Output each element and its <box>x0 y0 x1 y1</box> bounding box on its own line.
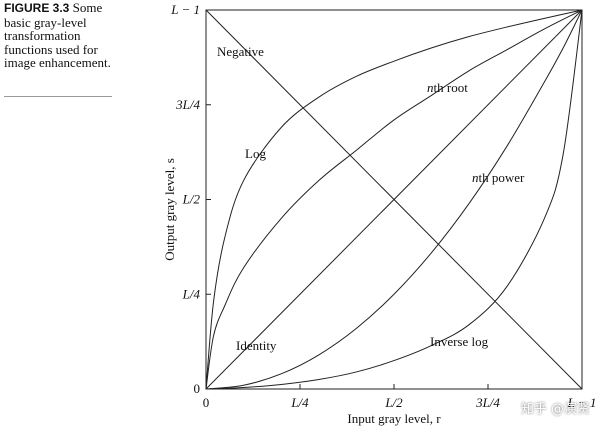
curve-nth-power <box>205 9 583 390</box>
caption-divider <box>4 96 112 97</box>
x-tick-label: 0 <box>203 395 210 410</box>
curve-log <box>205 9 583 390</box>
x-tick-label: L/4 <box>290 395 309 410</box>
y-tick-label: 3L/4 <box>175 97 200 112</box>
curve-label-negative: Negative <box>217 44 264 59</box>
figure-caption-text: Some basic gray-level transformation fun… <box>4 0 111 70</box>
y-axis-title: Output gray level, s <box>162 158 177 261</box>
x-tick-label: 3L/4 <box>475 395 500 410</box>
watermark: 知乎 @演贤 <box>520 402 590 417</box>
y-tick-label: L/4 <box>182 286 201 301</box>
x-tick-label: L − 1 <box>567 395 597 410</box>
curve-label-inverse-log: Inverse log <box>430 334 489 349</box>
curve-label-log: Log <box>245 146 266 161</box>
figure-caption-label: FIGURE 3.3 <box>4 1 70 15</box>
curve-nth-root <box>205 9 583 390</box>
y-tick-label: L − 1 <box>170 2 200 17</box>
x-axis-title: Input gray level, r <box>347 411 441 426</box>
curve-identity <box>205 9 583 390</box>
x-tick-label: L/2 <box>384 395 403 410</box>
figure-caption: FIGURE 3.3 Some basic gray-level transfo… <box>4 1 116 70</box>
curve-label-identity: Identity <box>236 338 277 353</box>
y-tick-label: L/2 <box>182 192 201 207</box>
curve-inverse-log <box>205 9 583 390</box>
curve-label-nth-root: nth root <box>427 80 468 95</box>
curve-label-nth-power: nth power <box>472 170 525 185</box>
y-tick-label: 0 <box>194 381 201 396</box>
